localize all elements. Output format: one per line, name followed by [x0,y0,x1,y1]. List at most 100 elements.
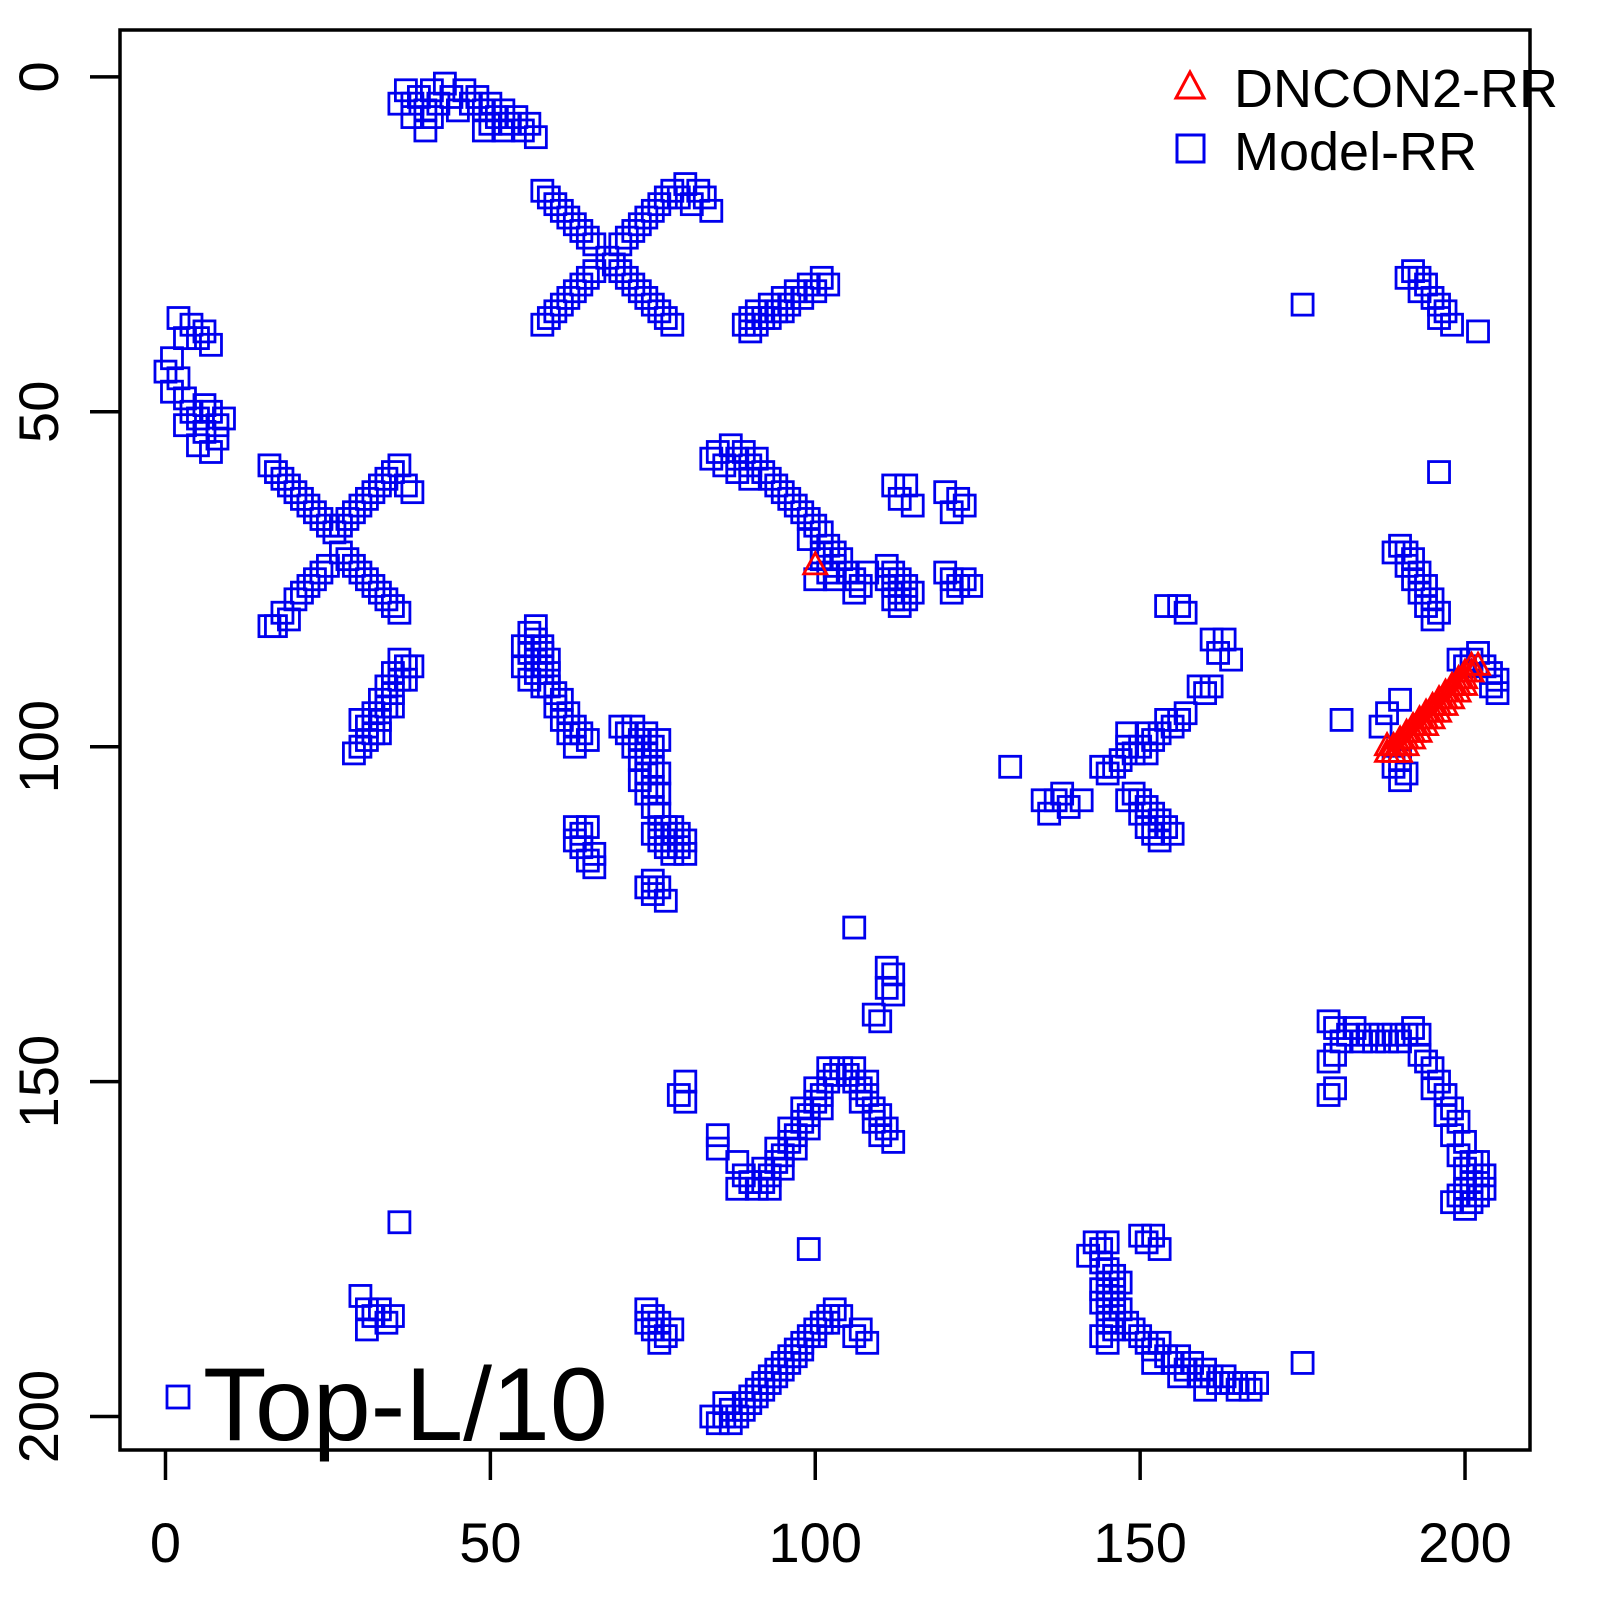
model-rr-point [751,460,776,484]
model-rr-point [653,821,678,846]
model-rr-point [1453,1196,1477,1221]
model-rr-point [1147,828,1172,853]
x-tick-label: 0 [150,1511,181,1574]
model-rr-point [1316,1083,1341,1107]
model-rr-point [1446,1143,1471,1168]
model-rr-point [627,748,652,772]
model-rr-point [1472,1163,1497,1188]
model-rr-point [387,600,412,625]
model-rr-point [764,1364,789,1389]
model-rr-point [1173,701,1198,726]
model-rr-point [1440,1123,1464,1148]
model-rr-point [530,654,555,679]
model-rr-point [1381,540,1406,565]
model-rr-point [368,580,392,605]
legend-triangle-icon [1173,68,1207,100]
model-rr-point [998,754,1023,779]
model-rr-point [1134,1330,1159,1355]
model-rr-point [822,1063,847,1087]
model-rr-point [835,560,860,585]
model-rr-point [1147,808,1172,833]
model-rr-point [1160,1351,1185,1375]
model-rr-point [1323,1042,1347,1067]
model-rr-point [1414,272,1438,297]
model-rr-point [536,674,561,699]
model-rr-point [614,265,639,290]
model-rr-point [1407,1042,1432,1067]
model-rr-point [881,473,906,498]
model-rr-point [1388,1029,1412,1054]
dncon2-rr-point [1425,697,1453,723]
model-rr-point [868,1103,893,1127]
model-rr-point [634,781,659,806]
model-rr-point [699,446,724,471]
model-rr-point [361,1304,386,1328]
model-rr-point [1401,259,1425,284]
model-rr-point [653,1324,678,1349]
model-rr-point [1141,821,1166,846]
model-rr-point [764,1357,789,1382]
model-rr-point [809,520,834,545]
model-rr-point [874,955,899,980]
model-rr-point [530,634,555,659]
y-tick-label: 150 [7,1035,70,1128]
model-rr-point [796,1237,821,1261]
model-rr-point [497,111,522,136]
model-rr-point [1199,1364,1224,1389]
model-rr-point [1193,1377,1218,1402]
model-rr-point [647,781,672,806]
model-rr-point [887,594,912,618]
model-rr-point [381,694,405,719]
model-rr-point [1394,553,1419,578]
model-rr-point [1329,708,1354,732]
model-rr-point [1453,1156,1477,1181]
model-rr-point [582,841,607,866]
plot-border [118,28,1532,1452]
model-rr-point [666,185,691,210]
model-rr-point [1466,319,1490,344]
model-rr-point [283,587,308,612]
model-rr-point [640,868,665,893]
model-rr-point [887,580,912,605]
model-rr-point [744,446,769,471]
model-rr-point [939,580,964,605]
model-rr-point [562,212,587,237]
model-rr-point [803,279,828,304]
model-rr-point [601,252,626,277]
model-rr-point [406,85,431,109]
model-rr-point [1232,1371,1257,1395]
model-rr-point [355,714,379,739]
model-rr-point [647,828,672,853]
model-rr-point [368,473,392,498]
model-rr-point [491,98,516,123]
model-rr-point [543,299,568,324]
model-rr-point [900,580,925,605]
model-rr-point [777,1129,802,1154]
model-rr-point [510,654,535,679]
model-rr-point [796,1324,821,1349]
model-rr-point [757,1163,782,1188]
model-rr-point [205,413,230,438]
model-rr-point [1076,1243,1101,1268]
model-rr-point [575,225,600,250]
model-rr-point [1453,1176,1477,1201]
model-rr-point [1180,1351,1205,1375]
model-rr-point [316,513,340,538]
model-rr-point [1427,460,1451,484]
model-rr-point [1102,1290,1127,1315]
model-rr-point [764,1136,789,1161]
model-rr-point [478,91,503,116]
model-rr-point [432,71,457,96]
model-rr-point [790,1109,815,1134]
model-rr-point [257,614,282,639]
model-rr-point [361,574,386,598]
model-rr-point [640,774,665,799]
model-rr-point [894,587,919,612]
model-rr-point [361,701,386,726]
model-rr-point [764,1150,789,1174]
model-rr-point [803,1089,828,1114]
model-rr-point [549,198,574,223]
model-rr-point [556,701,581,726]
model-rr-point [653,306,678,330]
model-rr-point [647,815,672,839]
